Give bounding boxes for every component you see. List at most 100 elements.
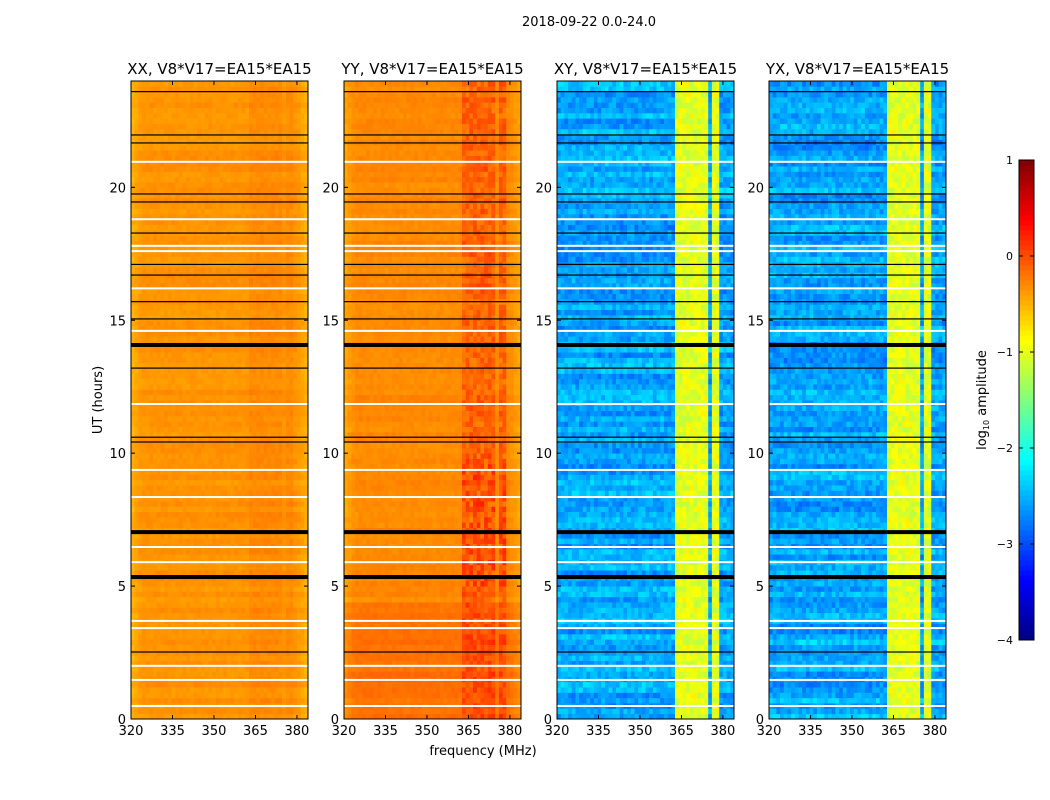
heatmap-cell xyxy=(186,192,191,199)
heatmap-cell xyxy=(219,346,224,353)
heatmap-cell xyxy=(289,421,294,427)
heatmap-cell xyxy=(245,277,250,284)
heatmap-cell xyxy=(271,182,276,188)
heatmap-cell xyxy=(237,357,243,364)
heatmap-cell xyxy=(212,352,217,358)
heatmap-cell xyxy=(256,346,261,353)
heatmap-cell xyxy=(300,235,305,241)
heatmap-cell xyxy=(230,283,235,289)
heatmap-cell xyxy=(134,384,139,390)
heatmap-cell xyxy=(182,182,187,188)
heatmap-cell xyxy=(186,522,191,528)
heatmap-cell xyxy=(167,171,172,178)
heatmap-cell xyxy=(190,368,195,374)
heatmap-cell xyxy=(190,570,195,576)
heatmap-cell xyxy=(190,586,195,592)
heatmap-cell xyxy=(304,692,309,699)
heatmap-cell xyxy=(164,447,169,454)
heatmap-cell xyxy=(271,357,276,364)
heatmap-cell xyxy=(215,511,220,518)
heatmap-cell xyxy=(138,671,143,677)
heatmap-cell xyxy=(296,580,302,587)
heatmap-cell xyxy=(278,421,283,427)
heatmap-cell xyxy=(293,713,298,720)
heatmap-cell xyxy=(278,373,283,380)
heatmap-cell xyxy=(237,362,243,369)
heatmap-cell xyxy=(249,421,254,427)
heatmap-cell xyxy=(245,522,250,528)
heatmap-cell xyxy=(149,378,154,385)
heatmap-cell xyxy=(201,623,206,630)
heatmap-cell xyxy=(245,644,250,651)
heatmap-cell xyxy=(160,293,165,300)
heatmap-cell xyxy=(145,655,150,661)
heatmap-cell xyxy=(223,479,228,486)
heatmap-cell xyxy=(237,330,243,337)
heatmap-cell xyxy=(201,511,206,518)
heatmap-cell xyxy=(237,203,243,209)
heatmap-cell xyxy=(156,293,161,300)
heatmap-cell xyxy=(219,516,224,523)
heatmap-cell xyxy=(285,628,290,635)
heatmap-cell xyxy=(278,240,283,247)
heatmap-cell xyxy=(285,235,290,241)
heatmap-cell xyxy=(249,394,254,401)
heatmap-cell xyxy=(282,203,287,209)
heatmap-cell xyxy=(282,453,287,459)
heatmap-cell xyxy=(249,469,254,475)
heatmap-cell xyxy=(145,474,150,481)
heatmap-cell xyxy=(256,336,261,342)
heatmap-cell xyxy=(193,479,198,486)
heatmap-cell xyxy=(215,277,220,284)
heatmap-cell xyxy=(249,580,254,587)
heatmap-cell xyxy=(145,309,150,316)
heatmap-cell xyxy=(271,314,276,321)
heatmap-cell xyxy=(182,389,187,396)
heatmap-cell xyxy=(263,378,268,385)
heatmap-cell xyxy=(156,596,161,603)
heatmap-cell xyxy=(226,288,231,295)
heatmap-cell xyxy=(230,501,235,507)
heatmap-cell xyxy=(145,596,150,603)
heatmap-cell xyxy=(226,623,231,630)
heatmap-cell xyxy=(230,602,235,608)
heatmap-cell xyxy=(142,516,147,523)
heatmap-cell xyxy=(226,612,231,619)
heatmap-cell xyxy=(282,458,287,465)
heatmap-cell xyxy=(300,373,305,380)
heatmap-cell xyxy=(149,538,154,544)
heatmap-cell xyxy=(164,660,169,667)
heatmap-cell xyxy=(226,485,231,491)
heatmap-cell xyxy=(234,570,239,576)
heatmap-cell xyxy=(186,213,191,220)
heatmap-cell xyxy=(182,373,187,380)
heatmap-cell xyxy=(208,251,213,257)
heatmap-cell xyxy=(289,336,294,342)
heatmap-cell xyxy=(190,580,195,587)
heatmap-cell xyxy=(252,336,257,342)
heatmap-cell xyxy=(285,203,290,209)
heatmap-cell xyxy=(145,293,150,300)
heatmap-cell xyxy=(134,506,139,513)
heatmap-cell xyxy=(274,490,279,497)
heatmap-cell xyxy=(241,251,246,257)
heatmap-cell xyxy=(208,368,213,374)
heatmap-cell xyxy=(249,384,254,390)
heatmap-cell xyxy=(160,213,165,220)
heatmap-cell xyxy=(208,224,213,231)
heatmap-cell xyxy=(197,681,202,688)
heatmap-cell xyxy=(230,495,235,502)
heatmap-cell xyxy=(171,166,176,172)
heatmap-cell xyxy=(153,437,158,443)
heatmap-cell xyxy=(149,277,154,284)
heatmap-cell xyxy=(304,602,309,608)
heatmap-cell xyxy=(156,447,161,454)
heatmap-cell xyxy=(263,357,268,364)
heatmap-cell xyxy=(252,511,257,518)
heatmap-cell xyxy=(237,283,243,289)
heatmap-cell xyxy=(190,516,195,523)
heatmap-cell xyxy=(134,607,139,614)
heatmap-cell xyxy=(197,267,202,273)
heatmap-cell xyxy=(285,309,290,316)
heatmap-cell xyxy=(226,320,231,326)
